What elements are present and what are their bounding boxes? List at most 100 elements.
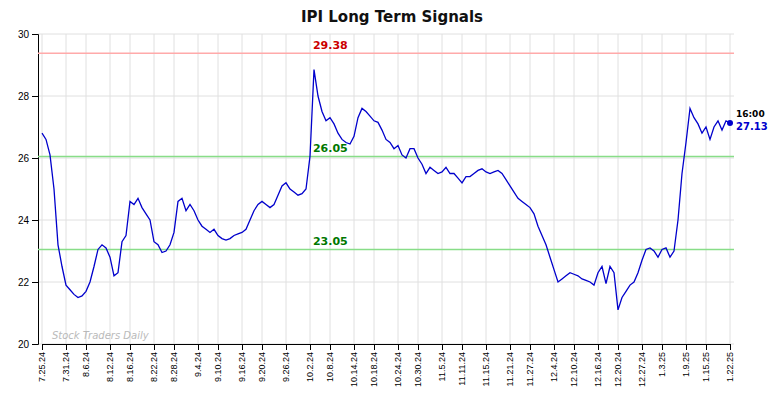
grid-line-x [598, 34, 599, 344]
grid-line-x [706, 34, 707, 344]
grid-line-x [310, 34, 311, 344]
x-tick-mark [730, 344, 731, 350]
y-tick: 24 [18, 215, 38, 226]
price-line [42, 70, 730, 310]
grid-line-x [462, 34, 463, 344]
x-tick-mark [330, 344, 331, 350]
x-tick-mark [374, 344, 375, 350]
x-tick-label: 1.15.25 [701, 352, 711, 382]
grid-line-x [66, 34, 67, 344]
x-tick: 12.4.24 [549, 344, 559, 382]
x-tick-mark [686, 344, 687, 350]
grid-line-x [486, 34, 487, 344]
grid-line-x [174, 34, 175, 344]
y-tick-mark [32, 344, 38, 345]
x-tick-label: 10.8.24 [325, 352, 335, 382]
x-tick: 7.25.24 [37, 344, 47, 382]
x-tick-mark [442, 344, 443, 350]
x-tick: 8.6.24 [81, 344, 91, 377]
x-tick-mark [174, 344, 175, 350]
x-tick-label: 1.3.25 [657, 352, 667, 377]
grid-line-x [530, 34, 531, 344]
x-tick: 8.12.24 [105, 344, 115, 382]
x-tick: 1.3.25 [657, 344, 667, 377]
grid-line-x [262, 34, 263, 344]
grid-line-x [574, 34, 575, 344]
grid-line-y [38, 96, 734, 97]
grid-line-x [642, 34, 643, 344]
x-tick: 9.4.24 [193, 344, 203, 377]
x-tick-mark [642, 344, 643, 350]
last-value-label: 27.13 [736, 121, 768, 132]
grid-line-x [418, 34, 419, 344]
y-axis: 202224262830 [18, 29, 39, 350]
x-tick: 8.22.24 [149, 344, 159, 382]
x-tick: 11.11.24 [457, 344, 467, 386]
x-tick-mark [354, 344, 355, 350]
x-tick: 10.24.24 [393, 344, 403, 387]
x-tick-mark [242, 344, 243, 350]
x-tick-mark [598, 344, 599, 350]
x-tick-mark [618, 344, 619, 350]
x-tick-mark [554, 344, 555, 350]
hline [38, 52, 734, 54]
last-point [727, 120, 733, 126]
x-tick-label: 8.16.24 [125, 352, 135, 382]
y-tick-label: 26 [18, 153, 30, 164]
x-tick-label: 1.9.25 [681, 352, 691, 377]
chart: IPI Long Term Signals7.25.247.31.248.6.2… [0, 0, 784, 398]
x-tick-mark [486, 344, 487, 350]
x-tick-label: 8.22.24 [149, 352, 159, 382]
x-tick-mark [110, 344, 111, 350]
x-tick: 12.16.24 [593, 344, 603, 387]
x-tick-label: 9.10.24 [213, 352, 223, 382]
y-tick-mark [32, 282, 38, 283]
hline-label: 29.38 [313, 39, 348, 52]
grid-line-x [218, 34, 219, 344]
y-tick-label: 24 [18, 215, 30, 226]
x-tick-label: 7.25.24 [37, 352, 47, 382]
x-tick-mark [154, 344, 155, 350]
y-tick: 26 [18, 153, 38, 164]
x-tick: 11.5.24 [437, 344, 447, 381]
grid-line-x [154, 34, 155, 344]
x-tick-mark [218, 344, 219, 350]
hline [38, 156, 734, 158]
x-tick-label: 8.12.24 [105, 352, 115, 382]
y-tick-label: 30 [18, 29, 30, 40]
grid-line-x [442, 34, 443, 344]
x-tick: 10.8.24 [325, 344, 335, 382]
y-tick: 20 [18, 339, 38, 350]
x-tick-mark [574, 344, 575, 350]
y-tick-mark [32, 158, 38, 159]
plot: 7.25.247.31.248.6.248.12.248.16.248.22.2… [18, 29, 768, 387]
x-tick: 12.10.24 [569, 344, 579, 387]
x-tick: 9.20.24 [257, 344, 267, 382]
x-tick: 11.15.24 [481, 344, 491, 386]
x-tick-label: 9.20.24 [257, 352, 267, 382]
x-tick-label: 10.18.24 [369, 352, 379, 387]
x-tick-mark [86, 344, 87, 350]
x-tick-label: 11.21.24 [505, 352, 515, 386]
x-tick: 10.14.24 [349, 344, 359, 387]
y-tick-mark [32, 34, 38, 35]
x-tick-mark [198, 344, 199, 350]
grid-line-y [38, 282, 734, 283]
y-tick-label: 20 [18, 339, 30, 350]
annotations: 29.3826.0523.0516:0027.13Stock Traders D… [52, 39, 768, 341]
grid [38, 34, 734, 344]
x-tick-mark [418, 344, 419, 350]
x-tick: 1.9.25 [681, 344, 691, 377]
y-tick: 22 [18, 277, 38, 288]
x-tick-label: 8.28.24 [169, 352, 179, 382]
x-tick: 11.21.24 [505, 344, 515, 386]
x-axis-line [43, 345, 731, 351]
hline [38, 249, 734, 251]
x-tick-label: 9.26.24 [281, 352, 291, 382]
x-tick-label: 9.4.24 [193, 352, 203, 377]
x-tick-mark [286, 344, 287, 350]
grid-line-x [86, 34, 87, 344]
grid-line-x [662, 34, 663, 344]
x-tick-mark [130, 344, 131, 350]
grid-line-x [686, 34, 687, 344]
